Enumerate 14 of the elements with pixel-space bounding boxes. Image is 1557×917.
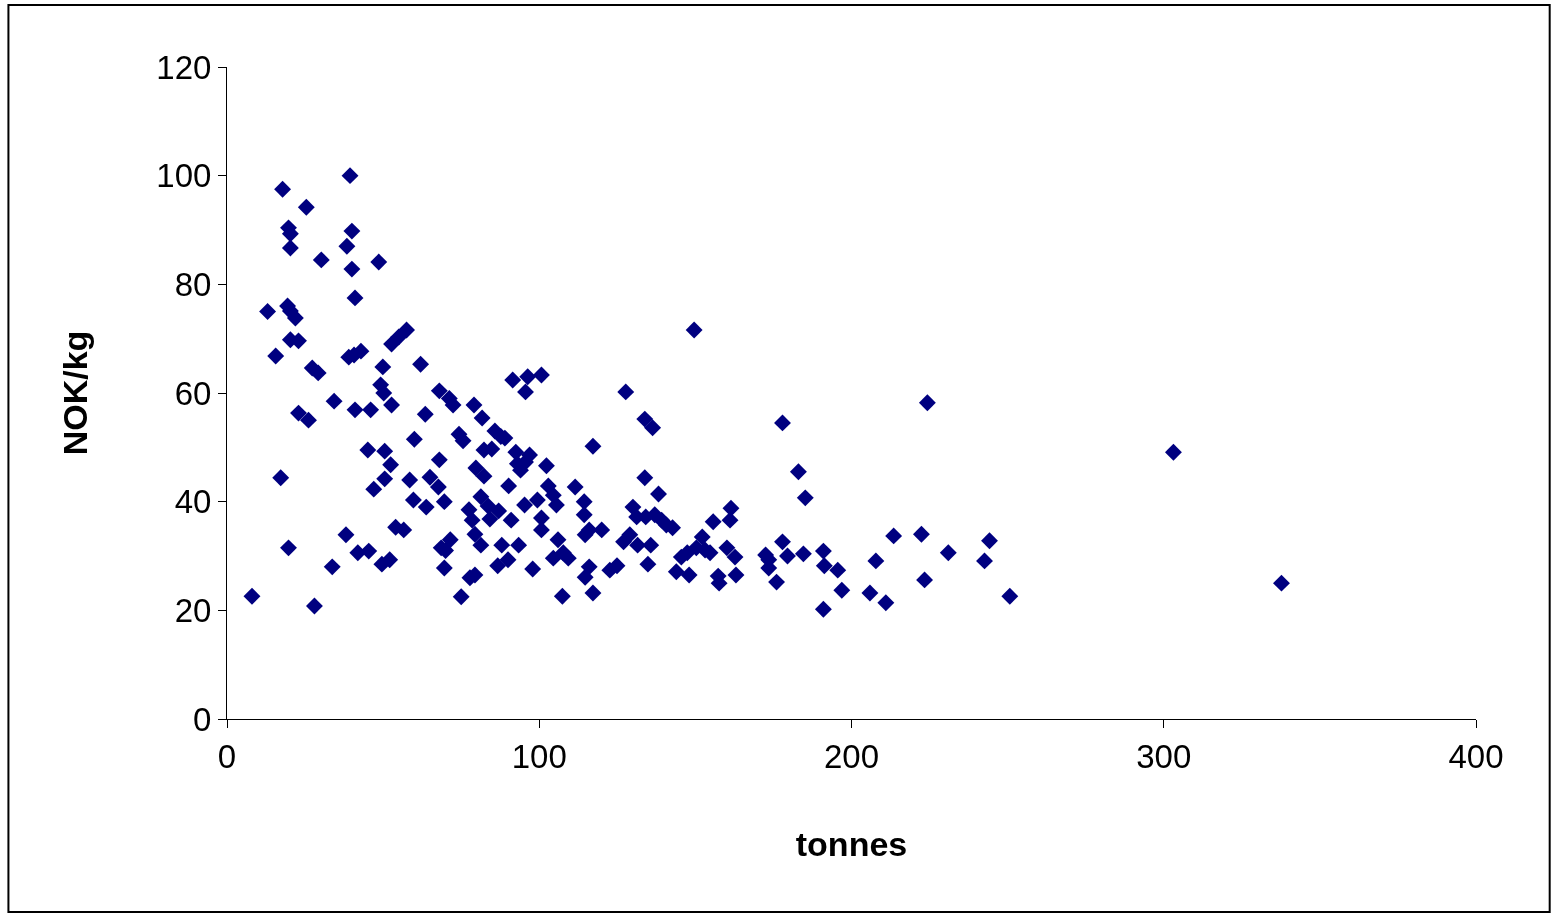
y-tick-label: 80 — [174, 265, 212, 303]
y-tick-label: 0 — [193, 700, 212, 738]
x-tick-label: 0 — [217, 737, 237, 775]
y-tick-label: 120 — [156, 48, 212, 86]
x-tick-label: 300 — [1136, 737, 1192, 775]
x-tick-label: 200 — [823, 737, 880, 775]
y-tick-label: 40 — [174, 483, 212, 521]
y-tick-label: 60 — [174, 374, 212, 412]
y-tick-label: 100 — [156, 157, 212, 195]
y-axis-title: NOK/kg — [55, 330, 94, 456]
x-tick-label: 100 — [511, 737, 567, 775]
x-axis-title: tonnes — [795, 824, 908, 863]
x-tick-label: 400 — [1448, 737, 1504, 775]
y-tick-label: 20 — [174, 591, 212, 629]
